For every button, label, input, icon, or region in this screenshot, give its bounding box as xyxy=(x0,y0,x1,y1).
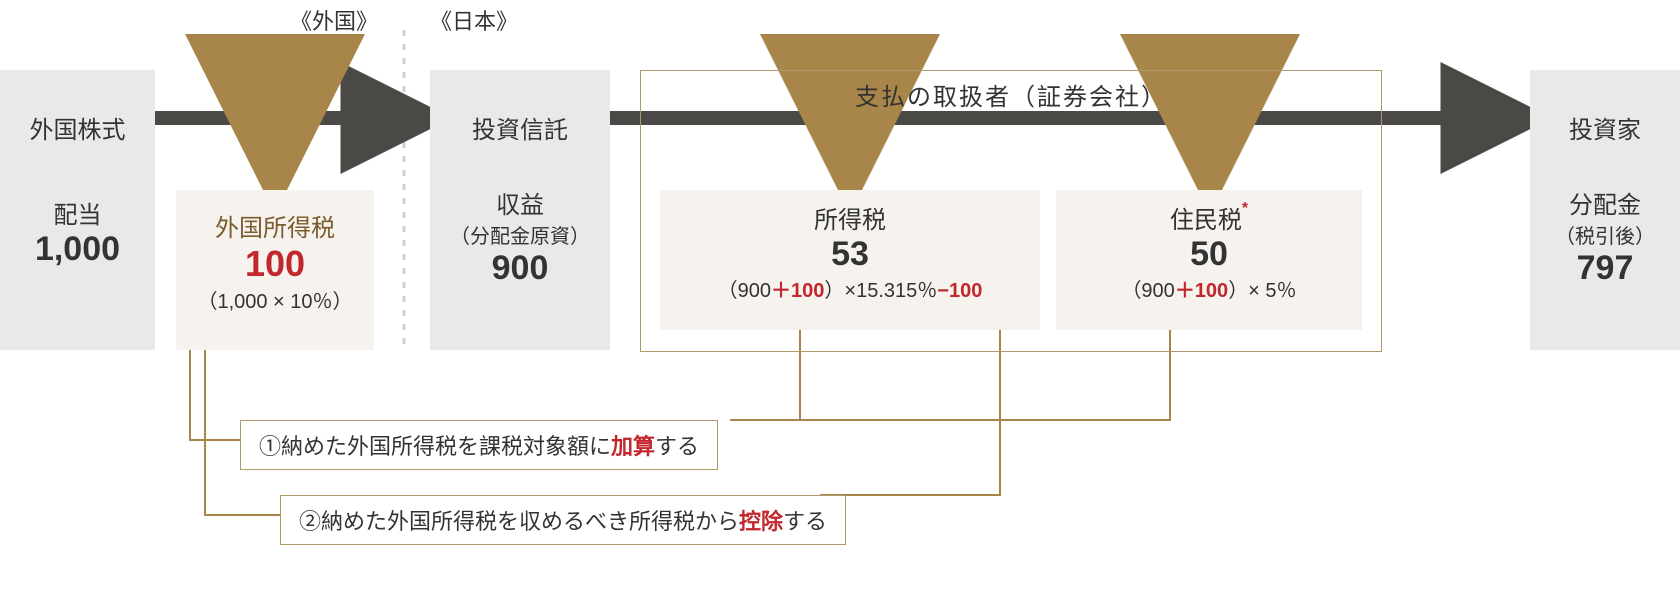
box-resident-tax: 住民税* 50 （900＋100）× 5％ xyxy=(1056,190,1362,330)
resident-tax-formula: （900＋100）× 5％ xyxy=(1056,274,1362,303)
fund-sub2: （分配金原資） xyxy=(430,220,610,249)
header-japan: 《日本》 xyxy=(430,4,518,36)
investor-val: 797 xyxy=(1530,249,1680,288)
investor-title: 投資家 xyxy=(1530,110,1680,145)
investor-sub2: （税引後） xyxy=(1530,220,1680,249)
note-2: ②納めた外国所得税を収めるべき所得税から控除する xyxy=(280,495,846,545)
foreign-tax-title: 外国所得税 xyxy=(176,208,374,243)
fund-title: 投資信託 xyxy=(430,110,610,145)
foreign-stock-sub: 配当 xyxy=(0,195,155,230)
income-tax-title: 所得税 xyxy=(660,200,1040,235)
note-1: ①納めた外国所得税を課税対象額に加算する xyxy=(240,420,718,470)
broker-title: 支払の取扱者（証券会社） xyxy=(641,77,1381,112)
box-investor: 投資家 分配金 （税引後） 797 xyxy=(1530,70,1680,350)
resident-tax-title: 住民税* xyxy=(1056,200,1362,235)
box-foreign-tax: 外国所得税 100 （1,000 × 10％） xyxy=(176,190,374,350)
foreign-tax-formula: （1,000 × 10％） xyxy=(176,285,374,314)
box-income-tax: 所得税 53 （900＋100）×15.315％−100 xyxy=(660,190,1040,330)
investor-sub1: 分配金 xyxy=(1530,185,1680,220)
foreign-stock-title: 外国株式 xyxy=(0,110,155,145)
fund-sub1: 収益 xyxy=(430,185,610,220)
box-fund: 投資信託 収益 （分配金原資） 900 xyxy=(430,70,610,350)
foreign-stock-val: 1,000 xyxy=(0,230,155,269)
income-tax-val: 53 xyxy=(660,235,1040,274)
fund-val: 900 xyxy=(430,249,610,288)
diagram-root: 《外国》 《日本》 外国株式 配当 1,000 外国所得税 100 （1,000… xyxy=(0,0,1680,594)
resident-tax-val: 50 xyxy=(1056,235,1362,274)
box-foreign-stock: 外国株式 配当 1,000 xyxy=(0,70,155,350)
header-foreign: 《外国》 xyxy=(290,4,378,36)
foreign-tax-val: 100 xyxy=(176,243,374,285)
income-tax-formula: （900＋100）×15.315％−100 xyxy=(660,274,1040,303)
